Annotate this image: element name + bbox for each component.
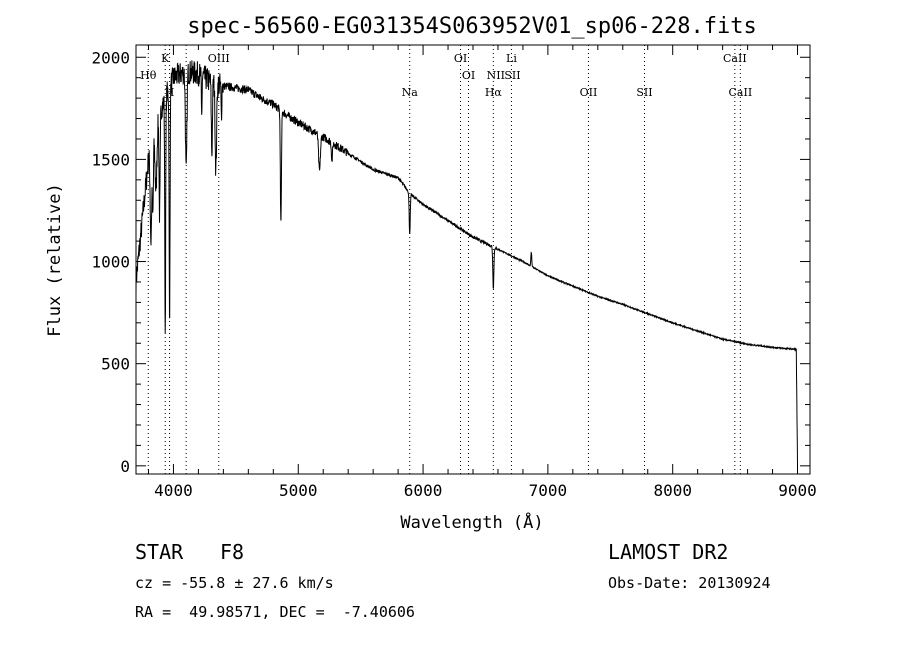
line-label: OIII	[208, 52, 230, 65]
survey-name: LAMOST DR2	[608, 540, 729, 564]
plot-frame	[135, 44, 811, 475]
line-label: SII	[504, 69, 520, 82]
coordinates-readout: RA = 49.98571, DEC = -7.40606	[135, 603, 415, 621]
line-label: CaII	[723, 52, 747, 65]
x-tick-label: 5000	[279, 481, 318, 500]
line-label: H	[165, 86, 175, 99]
y-axis-label: Flux (relative)	[45, 183, 65, 337]
x-tick-label: 4000	[154, 481, 193, 500]
spectral-line-markers	[147, 45, 741, 474]
velocity-readout: cz = -55.8 ± 27.6 km/s	[135, 574, 334, 592]
spectrum-trace	[135, 60, 798, 466]
axis-tick-labels: 4000 5000 6000 7000 8000 9000 0 500 1000 1500 2000	[91, 48, 816, 500]
x-tick-label: 9000	[778, 481, 817, 500]
x-tick-label: 6000	[404, 481, 443, 500]
x-tick-label: 7000	[529, 481, 568, 500]
x-tick-label: 8000	[653, 481, 692, 500]
line-label: Li	[506, 52, 517, 65]
line-label: SII	[636, 86, 652, 99]
y-tick-label: 1500	[91, 150, 130, 169]
line-label: OII	[580, 86, 598, 99]
y-tick-label: 1000	[91, 253, 130, 272]
line-label: K	[161, 52, 170, 65]
line-label: Na	[402, 86, 419, 99]
y-tick-label: 0	[120, 457, 130, 476]
object-class: STAR	[135, 540, 184, 564]
line-label: OI	[454, 52, 467, 65]
line-label: Hθ	[140, 69, 157, 82]
x-axis-label: Wavelength (Å)	[400, 511, 543, 533]
y-tick-label: 2000	[91, 48, 130, 67]
line-label: CaII	[729, 86, 753, 99]
object-subclass: F8	[220, 540, 245, 564]
line-label: NII	[487, 69, 505, 82]
line-label: Hα	[485, 86, 503, 99]
axis-ticks	[136, 45, 810, 474]
line-label: OI	[462, 69, 475, 82]
chart-title: spec-56560-EG031354S063952V01_sp06-228.f…	[187, 14, 757, 39]
observation-date: Obs-Date: 20130924	[608, 574, 771, 592]
y-tick-label: 500	[101, 355, 130, 374]
